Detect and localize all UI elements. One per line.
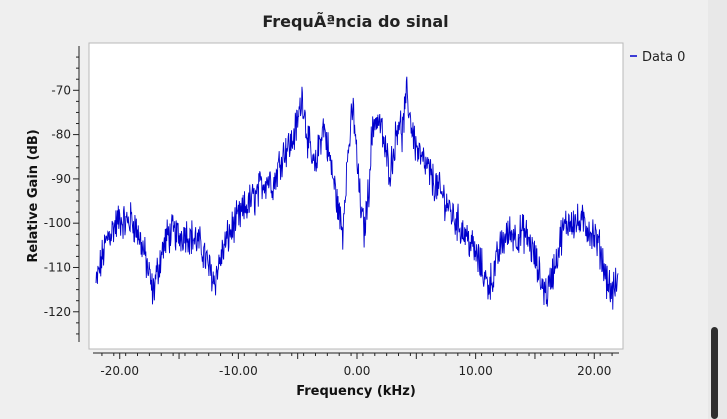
x-axis-title: Frequency (kHz) — [296, 384, 416, 399]
scrollbar-track[interactable] — [708, 0, 727, 419]
series-group — [95, 76, 619, 310]
y-axis-ticks: -70 -80 -90 -100 -110 -120 — [44, 56, 79, 335]
y-tick-label: -110 — [44, 260, 71, 274]
legend: Data 0 — [630, 50, 685, 65]
chart-area: -70 -80 -90 -100 -110 -120 -20.00 -10.00 0.00 10… — [26, 42, 685, 399]
y-tick-label: -70 — [51, 83, 71, 97]
x-tick-label: 10.00 — [458, 364, 492, 378]
plot-background — [88, 42, 624, 350]
x-tick-label: 0.00 — [344, 364, 371, 378]
scrollbar-thumb[interactable] — [711, 327, 718, 419]
y-tick-label: -80 — [51, 128, 71, 142]
series-line-0 — [95, 76, 619, 310]
x-tick-label: 20.00 — [577, 364, 611, 378]
legend-label-data-0: Data 0 — [642, 50, 685, 65]
x-tick-label: -20.00 — [100, 364, 139, 378]
y-tick-label: -120 — [44, 305, 71, 319]
x-tick-label: -10.00 — [219, 364, 258, 378]
chart-title: FrequÃªncia do sinal — [262, 12, 449, 31]
y-tick-label: -100 — [44, 216, 71, 230]
y-tick-label: -90 — [51, 172, 71, 186]
x-axis-ticks: -20.00 -10.00 0.00 10.00 20.00 — [100, 353, 613, 378]
y-axis-title: Relative Gain (dB) — [26, 129, 41, 262]
